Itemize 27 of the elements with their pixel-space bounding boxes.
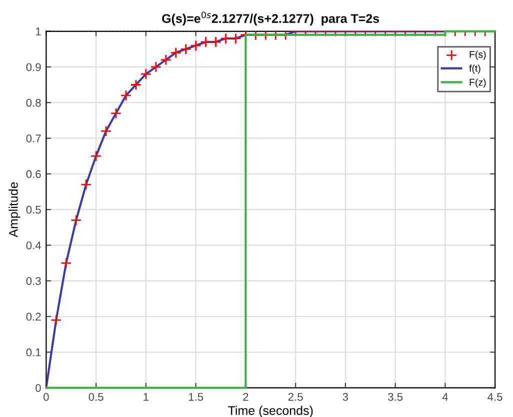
x-tick-label: 3.5: [388, 392, 403, 401]
y-axis-title: Amplitude: [8, 182, 20, 238]
y-tick-label: 0: [36, 384, 41, 392]
y-tick-label: 0.5: [26, 206, 41, 214]
x-tick-label: 1: [144, 393, 148, 401]
x-tick-label: 0: [44, 392, 49, 401]
x-tick-label: 2.5: [288, 392, 303, 401]
x-tick-label: 2: [243, 392, 248, 401]
x-tick-label: 4: [442, 393, 448, 401]
x-tick-label: 0.5: [88, 392, 104, 401]
y-tick-label: 0.6: [26, 170, 41, 178]
y-tick-label: 0.4: [26, 241, 41, 250]
y-tick-label: 0.2: [26, 312, 41, 321]
legend-label: f(t): [469, 64, 480, 74]
y-tick-label: 0.1: [26, 348, 41, 356]
x-tick-label: 3: [342, 392, 348, 401]
x-axis-title: Time (seconds): [228, 406, 313, 417]
y-tick-label: 0.9: [26, 63, 41, 72]
legend-label: F(z): [470, 78, 486, 88]
chart-title: G(s)=e$^{0s}$2.1277/(s+2.1277) para T=2s: [162, 12, 380, 26]
y-tick-label: 0.7: [26, 134, 41, 142]
y-tick-label: 0.8: [26, 98, 41, 107]
y-tick-label: 0.3: [26, 277, 41, 285]
x-tick-label: 4.5: [488, 393, 502, 401]
x-tick-label: 1.5: [188, 393, 204, 401]
legend-label: F(s): [470, 50, 486, 60]
y-tick-label: 1: [36, 28, 41, 36]
